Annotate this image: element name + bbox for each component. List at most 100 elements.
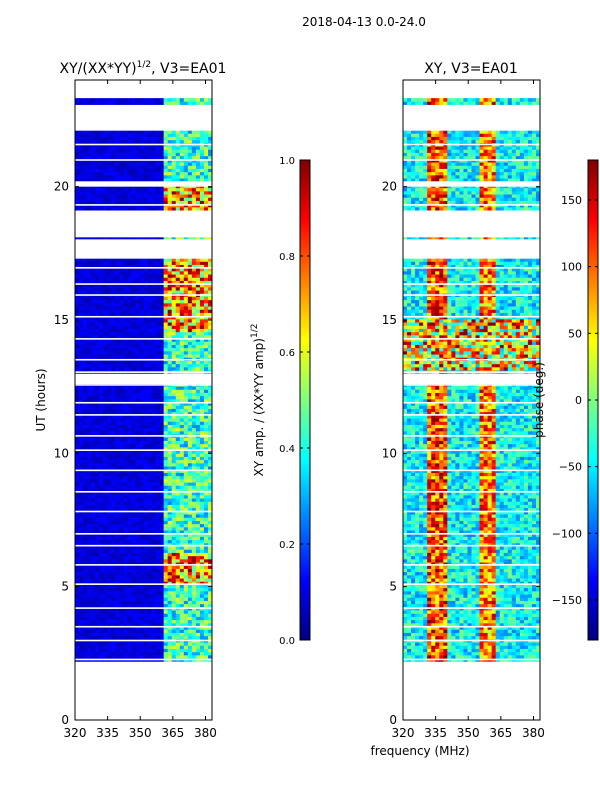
heatmap-cell: [183, 574, 189, 579]
heatmap-cell: [131, 440, 136, 445]
heatmap-cell: [191, 258, 197, 262]
heatmap-cell: [207, 264, 212, 269]
heatmap-cell: [187, 430, 193, 435]
heatmap-cell: [199, 418, 205, 422]
heatmap-cell: [115, 366, 120, 371]
heatmap-cell: [163, 162, 169, 166]
heatmap-cell: [111, 395, 116, 400]
heatmap-cell: [107, 574, 112, 579]
heatmap-cell: [123, 603, 128, 608]
heatmap-cell: [107, 491, 112, 496]
heatmap-cell: [99, 542, 104, 547]
heatmap-cell: [131, 654, 136, 659]
heatmap-cell: [99, 530, 104, 534]
heatmap-cell: [135, 613, 140, 617]
heatmap-cell: [143, 542, 148, 547]
heatmap-cell: [147, 603, 152, 608]
heatmap-cell: [111, 414, 116, 419]
heatmap-cell: [203, 651, 209, 656]
heatmap-cell: [123, 536, 128, 541]
heatmap-cell: [103, 514, 108, 518]
heatmap-cell: [207, 408, 212, 413]
heatmap-cell: [75, 558, 80, 563]
heatmap-cell: [103, 485, 108, 489]
heatmap-cell: [191, 306, 197, 310]
heatmap-cell: [159, 571, 165, 576]
heatmap-cell: [195, 571, 201, 576]
heatmap-cell: [131, 648, 136, 653]
heatmap-cell: [95, 197, 100, 201]
heatmap-cell: [119, 584, 124, 589]
heatmap-cell: [115, 514, 120, 518]
heatmap-cell: [183, 338, 189, 342]
heatmap-cell: [119, 558, 124, 563]
heatmap-cell: [119, 520, 124, 525]
heatmap-cell: [199, 309, 205, 313]
heatmap-cell: [159, 526, 165, 531]
heatmap-cell: [139, 642, 144, 646]
heatmap-cell: [91, 622, 96, 627]
heatmap-cell: [179, 494, 185, 499]
heatmap-cell: [127, 418, 132, 422]
heatmap-cell: [123, 187, 128, 192]
heatmap-cell: [143, 347, 148, 352]
heatmap-cell: [131, 498, 136, 502]
heatmap-cell: [179, 206, 185, 211]
heatmap-cell: [159, 312, 165, 317]
heatmap-cell: [207, 168, 212, 173]
heatmap-cell: [79, 459, 84, 464]
heatmap-cell: [163, 264, 169, 269]
heatmap-cell: [139, 571, 144, 576]
heatmap-cell: [75, 344, 80, 349]
heatmap-cell: [179, 306, 185, 310]
heatmap-cell: [87, 133, 92, 137]
heatmap-cell: [103, 197, 108, 201]
heatmap-cell: [95, 610, 100, 614]
heatmap-cell: [123, 494, 128, 499]
heatmap-cell: [119, 453, 124, 457]
heatmap-cell: [199, 139, 205, 144]
heatmap-cell: [87, 651, 92, 656]
heatmap-cell: [179, 146, 185, 150]
heatmap-cell: [207, 325, 212, 329]
heatmap-cell: [187, 456, 193, 461]
heatmap-cell: [147, 651, 152, 656]
heatmap-cell: [115, 312, 120, 317]
heatmap-cell: [175, 578, 181, 582]
heatmap-cell: [171, 418, 177, 422]
heatmap-cell: [83, 149, 88, 153]
heatmap-cell: [131, 590, 136, 595]
heatmap-cell: [159, 456, 165, 461]
heatmap-cell: [187, 414, 193, 419]
heatmap-cell: [187, 347, 193, 352]
heatmap-cell: [207, 501, 212, 505]
heatmap-cell: [79, 603, 84, 608]
heatmap-cell: [191, 405, 197, 409]
heatmap-cell: [167, 146, 173, 150]
heatmap-cell: [199, 261, 205, 265]
heatmap-cell: [203, 597, 209, 601]
heatmap-cell: [191, 523, 197, 528]
heatmap-cell: [87, 283, 92, 288]
heatmap-cell: [83, 571, 88, 576]
heatmap-cell: [107, 302, 112, 307]
heatmap-cell: [187, 485, 193, 489]
heatmap-cell: [99, 622, 104, 627]
heatmap-cell: [195, 395, 201, 400]
heatmap-cell: [139, 446, 144, 451]
heatmap-cell: [131, 456, 136, 461]
heatmap-cell: [131, 581, 136, 585]
heatmap-cell: [119, 594, 124, 598]
heatmap-cell: [79, 302, 84, 307]
heatmap-cell: [195, 360, 201, 365]
heatmap-cell: [155, 328, 161, 333]
heatmap-cell: [139, 408, 144, 413]
heatmap-cell: [163, 568, 169, 573]
heatmap-cell: [111, 328, 116, 333]
heatmap-cell: [171, 334, 177, 339]
heatmap-cell: [203, 610, 209, 614]
heatmap-cell: [163, 347, 169, 352]
heatmap-cell: [131, 386, 136, 390]
heatmap-cell: [199, 267, 205, 272]
heatmap-cell: [87, 459, 92, 464]
